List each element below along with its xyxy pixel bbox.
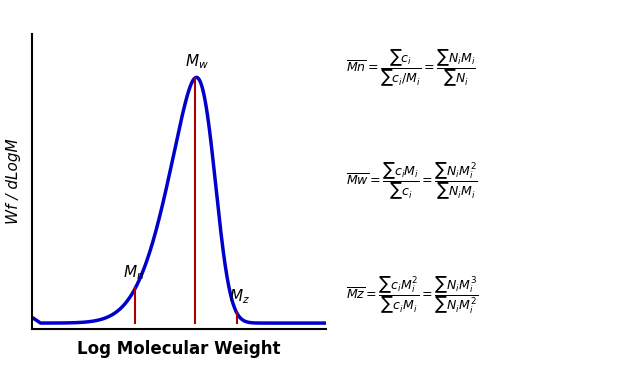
Text: $M_n$: $M_n$	[123, 263, 144, 282]
Text: $M_w$: $M_w$	[185, 52, 209, 71]
Text: $\overline{Mw}=$$\dfrac{\sum c_{i}M_{i}}{\sum c_{i}}$$=\dfrac{\sum N_{i}M_{i}^{2: $\overline{Mw}=$$\dfrac{\sum c_{i}M_{i}}…	[346, 161, 477, 202]
Text: $\overline{Mz}=$$\dfrac{\sum c_{i}M_{i}^{2}}{\sum c_{i}M_{i}}$$=\dfrac{\sum N_{i: $\overline{Mz}=$$\dfrac{\sum c_{i}M_{i}^…	[346, 274, 478, 316]
Y-axis label: Wf / dLogM: Wf / dLogM	[6, 139, 21, 224]
Text: $\overline{Mn}=$$\dfrac{\sum c_{i}}{\sum c_{i}/M_{i}}$$=\dfrac{\sum N_{i}M_{i}}{: $\overline{Mn}=$$\dfrac{\sum c_{i}}{\sum…	[346, 47, 476, 89]
Text: $M_z$: $M_z$	[229, 287, 250, 305]
X-axis label: Log Molecular Weight: Log Molecular Weight	[77, 340, 281, 358]
